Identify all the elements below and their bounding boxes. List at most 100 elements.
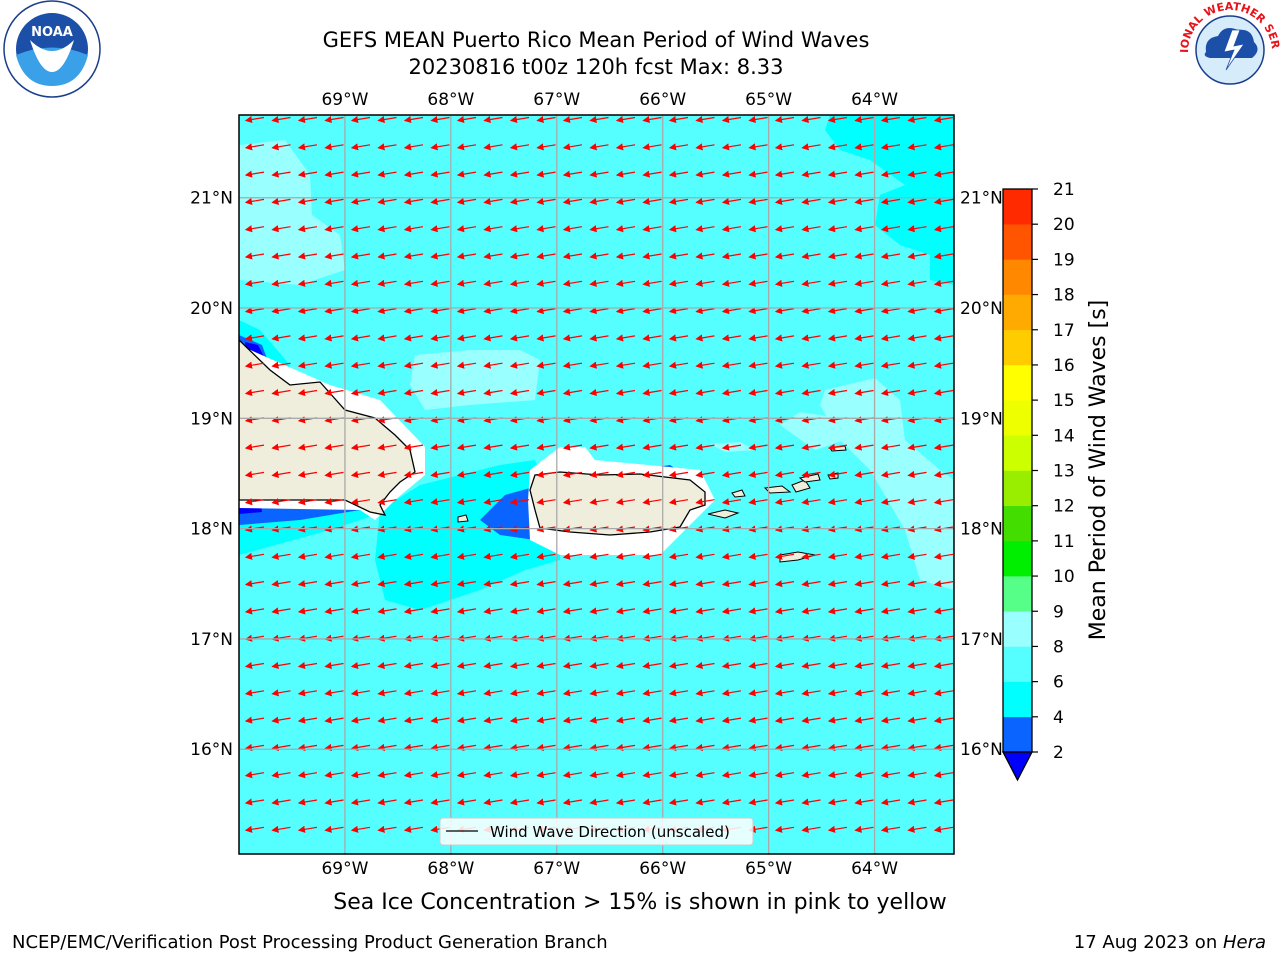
lon-label-bottom: 67°W <box>533 859 580 879</box>
wave-arrow <box>907 716 927 724</box>
wave-arrow <box>933 607 954 615</box>
wave-arrow <box>695 498 715 506</box>
lon-label-top: 67°W <box>533 90 580 110</box>
lon-label-top: 68°W <box>427 90 474 110</box>
colorbar-segment <box>1003 716 1032 753</box>
wave-arrow <box>483 225 503 233</box>
wave-arrow <box>774 661 795 670</box>
wave-arrow <box>854 443 874 451</box>
wave-arrow <box>509 143 530 151</box>
wave-arrow <box>403 580 424 588</box>
wave-arrow <box>536 115 556 124</box>
wave-arrow <box>562 771 583 779</box>
wave-arrow <box>668 689 689 697</box>
wave-arrow <box>695 115 715 124</box>
wave-arrow <box>721 743 742 751</box>
wave-arrow <box>748 279 768 287</box>
lat-label-right: 16°N <box>960 740 1003 760</box>
wave-arrow <box>430 580 450 588</box>
wave-arrow <box>827 771 848 779</box>
wave-arrow <box>536 689 556 697</box>
wave-arrow <box>403 607 424 615</box>
wave-arrow <box>271 607 291 615</box>
wave-arrow <box>695 580 715 588</box>
wave-arrow <box>536 361 556 369</box>
wave-arrow <box>377 580 397 588</box>
colorbar-segment <box>1003 646 1032 682</box>
wave-arrow <box>615 361 636 369</box>
wave-arrow <box>907 197 927 205</box>
wave-arrow <box>350 170 371 178</box>
wave-arrow <box>668 661 689 670</box>
wave-arrow <box>907 443 927 451</box>
wave-arrow <box>350 661 371 670</box>
wave-arrow <box>271 361 291 369</box>
wave-arrow <box>827 388 848 397</box>
wave-arrow <box>854 552 874 560</box>
wave-arrow <box>774 170 795 178</box>
wave-arrow <box>721 143 742 151</box>
wave-arrow <box>324 225 344 233</box>
wave-arrow <box>907 552 927 560</box>
wave-arrow <box>880 552 901 560</box>
wave-arrow <box>615 252 636 260</box>
colorbar-tick-label: 13 <box>1053 462 1075 482</box>
wave-arrow <box>933 580 954 588</box>
wave-arrow <box>430 552 450 560</box>
wave-arrow <box>350 470 371 478</box>
wave-arrow <box>827 252 848 260</box>
colorbar-segment <box>1003 435 1032 471</box>
wave-arrow <box>562 361 583 369</box>
wave-arrow <box>297 771 318 779</box>
colorbar-tick-label: 11 <box>1053 532 1075 552</box>
lon-label-bottom: 68°W <box>427 859 474 879</box>
wave-arrow <box>880 143 901 151</box>
wave-arrow <box>456 334 477 342</box>
wave-arrow <box>377 307 397 315</box>
wave-arrow <box>403 170 424 178</box>
wave-arrow <box>324 279 344 287</box>
wave-arrow <box>589 716 609 724</box>
wave-arrow <box>483 689 503 697</box>
wave-arrow <box>244 307 265 315</box>
wave-arrow <box>668 361 689 369</box>
wave-arrow <box>244 607 265 615</box>
wave-arrow <box>562 197 583 205</box>
wave-arrow <box>562 170 583 178</box>
wave-arrow <box>827 552 848 560</box>
wave-arrow <box>880 580 901 588</box>
wave-arrow <box>827 716 848 724</box>
wave-arrow <box>748 443 768 451</box>
wave-arrow <box>403 143 424 151</box>
wave-arrow <box>483 771 503 779</box>
wave-arrow <box>774 580 795 588</box>
wave-arrow <box>456 716 477 724</box>
wave-arrow <box>377 143 397 151</box>
wave-arrow <box>880 252 901 260</box>
wave-arrow <box>324 716 344 724</box>
colorbar-tick-label: 12 <box>1053 497 1075 517</box>
wave-arrow <box>615 388 636 397</box>
wave-arrow <box>668 279 689 287</box>
wave-arrow <box>377 115 397 124</box>
wave-arrow <box>377 825 397 833</box>
wave-arrow <box>880 197 901 205</box>
wave-arrow <box>377 443 397 451</box>
wave-arrow <box>748 334 768 342</box>
wave-arrow <box>880 443 901 451</box>
wave-arrow <box>615 580 636 588</box>
wave-arrow <box>403 661 424 670</box>
wave-arrow <box>748 743 768 751</box>
colorbar-tick-label: 6 <box>1053 673 1064 693</box>
wave-arrow <box>589 580 609 588</box>
wave-arrow <box>695 279 715 287</box>
wave-arrow <box>801 279 821 287</box>
wave-arrow <box>907 743 927 751</box>
wave-arrow <box>244 689 265 697</box>
wave-arrow <box>774 716 795 724</box>
wave-arrow <box>350 225 371 233</box>
lat-label-left: 16°N <box>190 740 233 760</box>
wave-arrow <box>642 225 662 233</box>
wave-arrow <box>509 470 530 478</box>
wave-arrow <box>801 743 821 751</box>
